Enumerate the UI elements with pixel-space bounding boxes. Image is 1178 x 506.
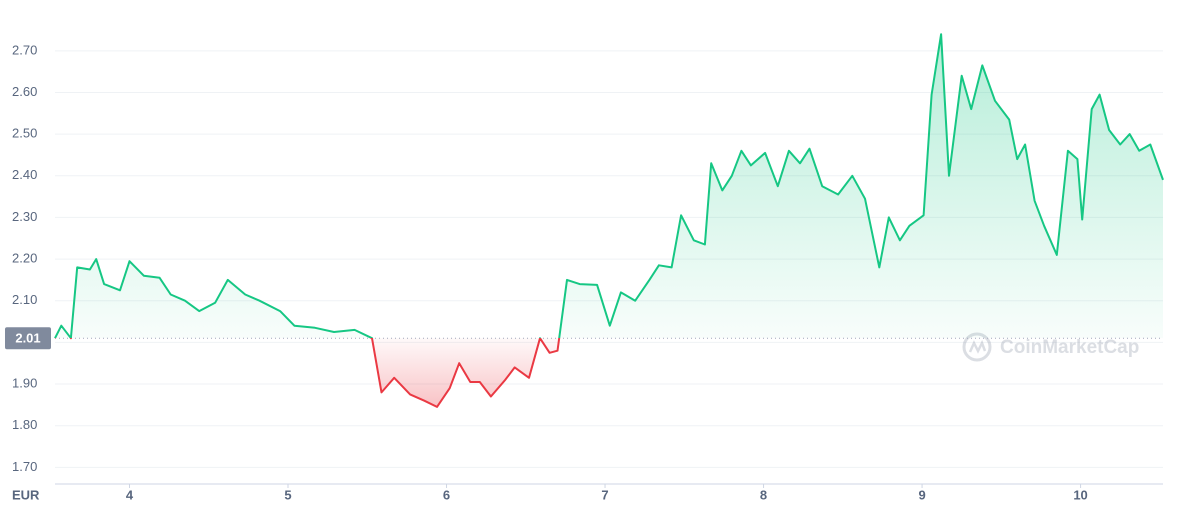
watermark-logo-mark [968, 339, 987, 354]
price-line [54, 33, 1164, 408]
x-tick-label: 7 [601, 487, 608, 502]
y-tick-label: 2.30 [12, 209, 37, 224]
y-tick-label: 2.20 [12, 251, 37, 266]
y-tick-label: 2.40 [12, 167, 37, 182]
y-tick-label: 1.90 [12, 375, 37, 390]
y-tick-label: 1.70 [12, 459, 37, 474]
plot [54, 33, 1164, 408]
area-fill [55, 34, 1163, 407]
currency-label: EUR [12, 487, 40, 502]
y-tick-label: 1.80 [12, 417, 37, 432]
y-tick-label: 2.50 [12, 126, 37, 141]
y-tick-label: 2.60 [12, 84, 37, 99]
watermark: CoinMarketCap [962, 332, 1139, 362]
x-tick-label: 4 [126, 487, 134, 502]
y-tick-label: 2.70 [12, 42, 37, 57]
x-tick-label: 5 [284, 487, 291, 502]
x-tick-label: 9 [918, 487, 925, 502]
baseline-badge [5, 327, 51, 350]
x-tick-label: 8 [760, 487, 767, 502]
x-tick-label: 10 [1073, 487, 1087, 502]
y-tick-label: 2.10 [12, 292, 37, 307]
watermark-text: CoinMarketCap [1000, 337, 1139, 358]
baseline-label: 2.01 [15, 331, 40, 346]
x-tick-label: 6 [443, 487, 450, 502]
